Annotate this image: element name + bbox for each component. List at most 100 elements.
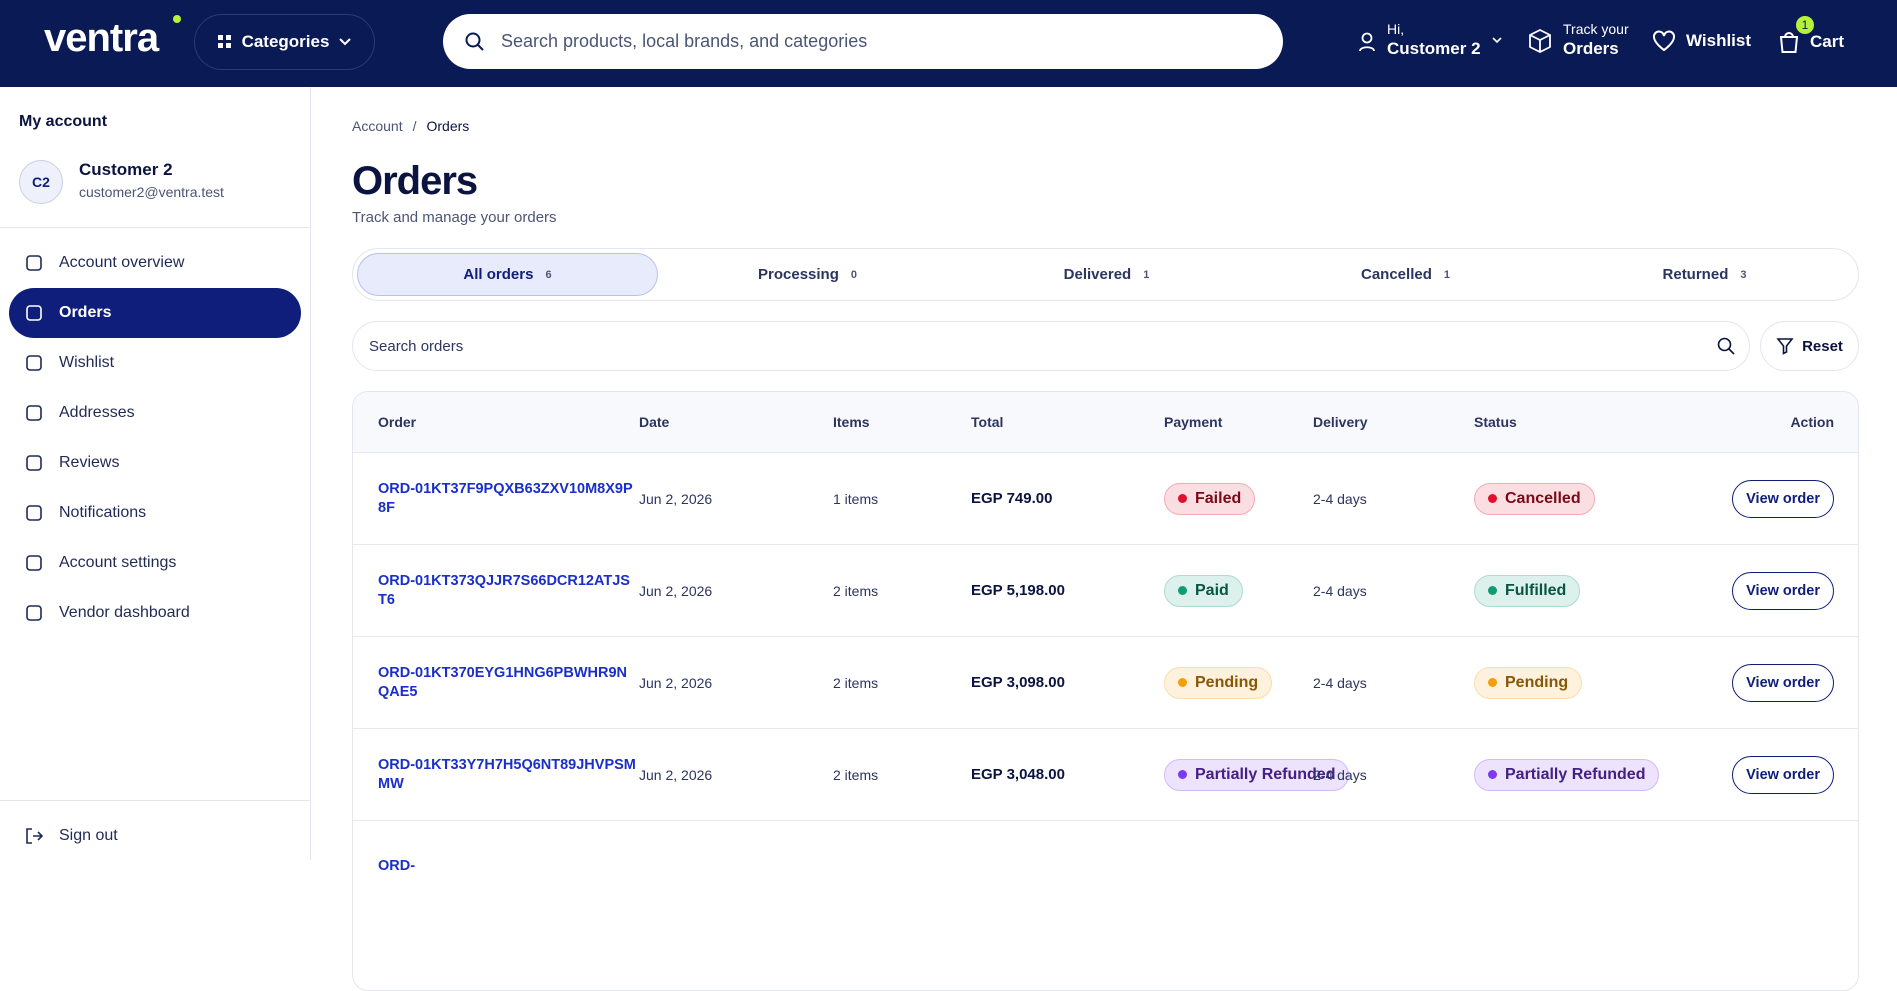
track-label: Track your <box>1563 21 1629 37</box>
order-delivery: 2-4 days <box>1313 582 1367 599</box>
user-name: Customer 2 <box>1387 39 1481 59</box>
tab[interactable]: Returned 3 <box>1555 253 1854 296</box>
nav-item[interactable]: Account settings <box>9 538 301 588</box>
order-search-placeholder: Search orders <box>369 337 464 355</box>
order-delivery: 2-4 days <box>1313 490 1367 507</box>
logo[interactable]: ventra <box>44 16 159 60</box>
cell: View order <box>1732 664 1834 702</box>
nav-item[interactable]: Orders <box>9 288 301 338</box>
nav-label: Notifications <box>59 504 147 521</box>
nav-label: Account settings <box>59 554 177 571</box>
order-id[interactable]: ORD-01KT370EYG1HNG6PBWHR9NQAE5 <box>378 664 627 700</box>
cell: Partially Refunded <box>1164 758 1350 791</box>
tab-count: 0 <box>850 268 857 281</box>
column-header: Payment <box>1164 414 1223 430</box>
tab[interactable]: All orders 6 <box>357 253 658 296</box>
breadcrumb-item[interactable]: Account <box>352 118 403 134</box>
tab-count: 3 <box>1740 268 1747 281</box>
column-header: Items <box>833 414 870 430</box>
tab[interactable]: Delivered 1 <box>957 253 1256 296</box>
tab[interactable]: Cancelled 1 <box>1256 253 1555 296</box>
nav-item[interactable]: Notifications <box>9 488 301 538</box>
status-label: Fulfilled <box>1505 581 1567 599</box>
nav-item[interactable]: Addresses <box>9 388 301 438</box>
sidebar: My account C2 Customer 2 customer2@ventr… <box>0 87 311 860</box>
status-label: Partially Refunded <box>1195 765 1336 783</box>
cell: Paid <box>1164 574 1313 607</box>
status-label: Pending <box>1195 673 1259 691</box>
search-icon <box>465 32 484 51</box>
nav-item[interactable]: Reviews <box>9 438 301 488</box>
cart-count: 1 <box>1796 16 1814 34</box>
greeting: Hi, <box>1387 21 1405 37</box>
view-order-button[interactable]: View order <box>1732 756 1834 794</box>
account-menu[interactable]: Hi, Customer 2 <box>1387 20 1481 60</box>
status-dot <box>1178 678 1187 687</box>
tab[interactable]: Processing 0 <box>658 253 957 296</box>
order-search[interactable]: Search orders <box>352 321 1750 371</box>
status-dot <box>1178 586 1187 595</box>
nav-icon <box>26 505 42 521</box>
tab-label: All orders <box>463 266 534 283</box>
nav-icon <box>26 305 42 321</box>
sign-out[interactable]: Sign out <box>9 811 301 861</box>
status-dot <box>1488 770 1497 779</box>
nav-icon <box>26 605 42 621</box>
status-dot <box>1488 678 1497 687</box>
categories-button[interactable]: Categories <box>194 14 375 70</box>
sidebar-heading: My account <box>19 113 108 130</box>
logo-dot <box>173 15 181 23</box>
status-badge: Paid <box>1164 574 1243 607</box>
nav-icon <box>26 555 42 571</box>
reset-button[interactable]: Reset <box>1760 321 1859 371</box>
tab-count: 6 <box>545 268 552 281</box>
tab-label: Returned <box>1662 266 1729 283</box>
status-dot <box>1178 494 1187 503</box>
order-id[interactable]: ORD-01KT33Y7H7H5Q6NT89JHVPSMMW <box>378 756 636 792</box>
nav-icon <box>26 405 42 421</box>
wishlist-link[interactable]: Wishlist <box>1652 30 1751 52</box>
order-id[interactable]: ORD-01KT37F9PQXB63ZXV10M8X9P8F <box>378 480 633 516</box>
order-row: ORD- <box>353 820 1858 912</box>
profile-email: customer2@ventra.test <box>79 184 224 200</box>
status-badge: Fulfilled <box>1474 574 1581 607</box>
order-date: Jun 2, 2026 <box>639 490 713 507</box>
wishlist-label: Wishlist <box>1686 31 1752 50</box>
status-dot <box>1488 586 1497 595</box>
status-label: Failed <box>1195 489 1242 507</box>
nav-label: Vendor dashboard <box>59 604 190 621</box>
status-dot <box>1488 494 1497 503</box>
view-order-button[interactable]: View order <box>1732 664 1834 702</box>
track-orders[interactable]: Track your Orders <box>1563 20 1629 60</box>
order-delivery: 2-4 days <box>1313 766 1367 783</box>
nav-item[interactable]: Vendor dashboard <box>9 588 301 638</box>
column-header: Delivery <box>1313 414 1368 430</box>
table-header: Order Date Items Total Payment Delivery Status… <box>353 392 1858 452</box>
site-search[interactable]: Search products, local brands, and categ… <box>443 14 1283 69</box>
nav-label: Wishlist <box>59 354 115 371</box>
profile-name: Customer 2 <box>79 160 173 179</box>
order-total: EGP 5,198.00 <box>971 582 1065 599</box>
breadcrumb: Account / Orders <box>352 118 469 134</box>
divider <box>0 227 311 228</box>
filter-icon <box>1776 338 1794 355</box>
heart-icon <box>1653 30 1675 52</box>
cell: View order <box>1732 572 1834 610</box>
view-order-button[interactable]: View order <box>1732 480 1834 518</box>
status-badge: Partially Refunded <box>1474 758 1660 791</box>
nav-item[interactable]: Wishlist <box>9 338 301 388</box>
search-placeholder: Search products, local brands, and categ… <box>501 31 868 51</box>
order-row: ORD-01KT37F9PQXB63ZXV10M8X9P8F Jun 2, 202… <box>353 452 1858 544</box>
nav-label: Account overview <box>59 254 185 271</box>
status-label: Paid <box>1195 581 1229 599</box>
order-items: 2 items <box>833 674 879 691</box>
nav-item[interactable]: Account overview <box>9 238 301 288</box>
view-order-button[interactable]: View order <box>1732 572 1834 610</box>
nav-icon <box>26 355 42 371</box>
cart-link[interactable]: Cart <box>1778 30 1844 54</box>
order-items: 1 items <box>833 490 879 507</box>
avatar: C2 <box>19 160 63 204</box>
tab-count: 1 <box>1443 268 1450 281</box>
order-id[interactable]: ORD-01KT373QJJR7S66DCR12ATJST6 <box>378 572 630 608</box>
